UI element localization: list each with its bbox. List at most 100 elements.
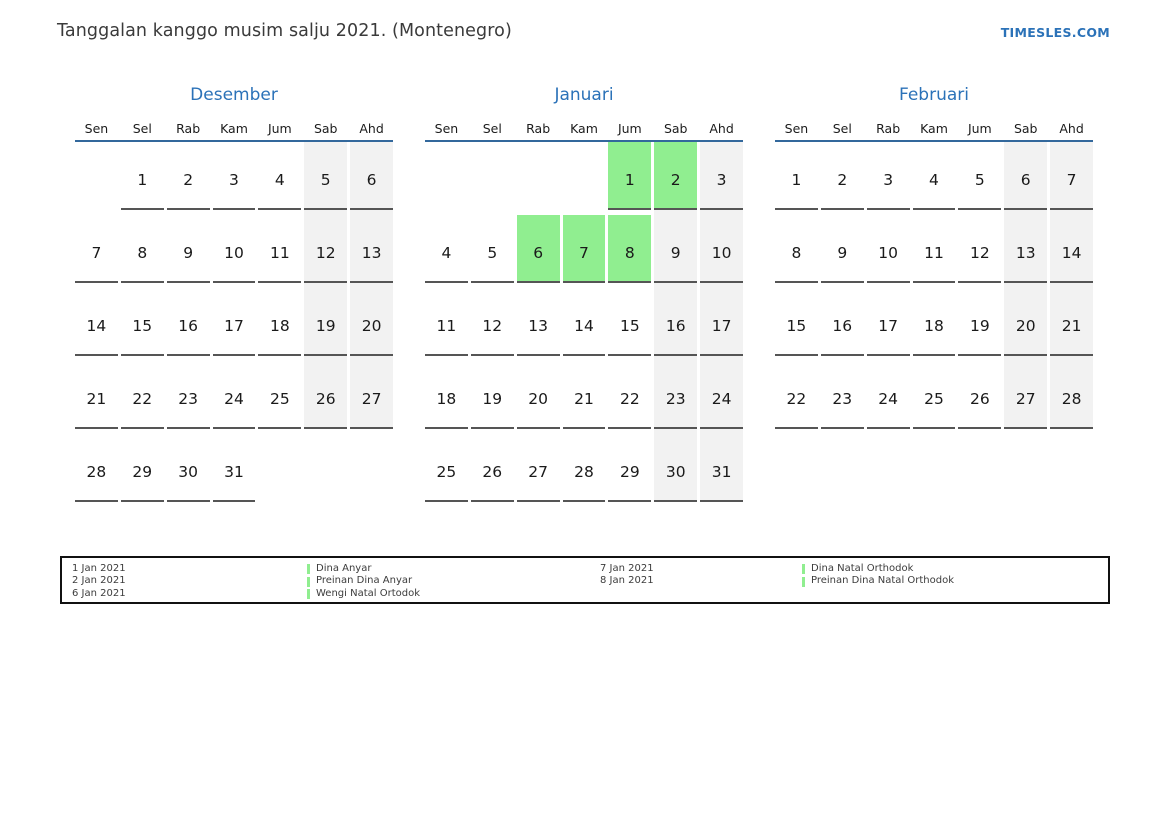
- date-box: 5: [958, 142, 1002, 210]
- day-number: 20: [361, 317, 382, 335]
- day-number: 10: [224, 244, 244, 262]
- date-cell: 11: [912, 215, 956, 288]
- row-gap: [700, 356, 743, 361]
- date-box: 10: [700, 215, 743, 283]
- date-cell: 15: [608, 288, 652, 361]
- day-number: 23: [665, 390, 686, 408]
- day-number: 15: [786, 317, 807, 335]
- day-number: 2: [670, 171, 681, 189]
- date-cell: 12: [958, 215, 1002, 288]
- row-gap: [1050, 283, 1093, 288]
- day-number: 23: [178, 390, 198, 408]
- empty-box: [304, 434, 347, 502]
- row-gap: [121, 502, 164, 507]
- date-box: 14: [562, 288, 606, 356]
- week-row: 1 2 3 4 5 6: [75, 142, 393, 215]
- date-cell: 17: [700, 288, 743, 361]
- week-row: 28 29 30 31: [75, 434, 393, 507]
- date-box: 9: [166, 215, 210, 283]
- date-box: 26: [470, 434, 514, 502]
- date-box: 18: [425, 361, 468, 429]
- day-number: 24: [224, 390, 244, 408]
- date-box: 30: [166, 434, 210, 502]
- day-number: 4: [274, 171, 285, 189]
- date-box: 8: [608, 215, 652, 283]
- row-gap: [654, 356, 698, 361]
- date-cell: 5: [304, 142, 348, 215]
- empty-cell: [563, 142, 606, 215]
- row-gap: [654, 429, 698, 434]
- week-row: 4 5 6 7 8 9 10: [425, 215, 743, 288]
- day-number: 27: [1015, 390, 1036, 408]
- weekday-header: Sen: [434, 121, 459, 136]
- date-box: 1: [120, 142, 164, 210]
- date-box: 28: [75, 434, 118, 502]
- date-box: 1: [775, 142, 818, 210]
- legend-holiday-name: Dina Anyar: [316, 563, 372, 574]
- weekday-header: Rab: [176, 121, 201, 136]
- month-calendar-januari: Januari Sen Sel Rab Kam Jum Sab Ahd 1 2 3 4 5 6 7 8 9 10 1…: [425, 84, 743, 507]
- date-box: 20: [350, 288, 393, 356]
- day-number: 21: [574, 390, 594, 408]
- row-gap: [700, 210, 743, 215]
- date-cell: 3: [212, 142, 256, 215]
- row-gap: [304, 210, 348, 215]
- date-cell: 18: [258, 288, 302, 361]
- month-title: Januari: [554, 85, 614, 105]
- legend-holiday-name: Preinan Dina Anyar: [316, 575, 413, 587]
- legend-date: 6 Jan 2021: [72, 587, 126, 599]
- date-box: 14: [75, 288, 118, 356]
- day-number: 14: [574, 317, 594, 335]
- date-box: 12: [470, 288, 514, 356]
- date-box: 27: [350, 361, 393, 429]
- date-cell: 19: [470, 361, 514, 434]
- day-number: 21: [86, 390, 107, 408]
- row-gap: [167, 502, 210, 507]
- date-cell: 11: [258, 215, 302, 288]
- date-box: 28: [562, 434, 606, 502]
- date-cell: 15: [775, 288, 818, 361]
- date-box: 26: [304, 361, 348, 429]
- date-cell: 8: [608, 215, 652, 288]
- date-box: 9: [820, 215, 864, 283]
- weekday-header: Sel: [132, 121, 152, 136]
- date-cell: 2: [654, 142, 698, 215]
- date-box: 12: [958, 215, 1002, 283]
- date-cell: 17: [212, 288, 256, 361]
- date-box: 4: [425, 215, 468, 283]
- timesles-link[interactable]: TIMESLES.COM: [1000, 25, 1110, 40]
- row-gap: [608, 502, 651, 507]
- row-gap: [304, 283, 348, 288]
- date-cell: 7: [562, 215, 606, 288]
- date-cell: 7: [75, 215, 118, 288]
- day-number: 19: [969, 317, 990, 335]
- date-box: 6: [1004, 142, 1048, 210]
- date-cell: 19: [958, 288, 1002, 361]
- row-gap: [700, 283, 743, 288]
- date-cell: 27: [516, 434, 560, 507]
- date-box: 13: [516, 288, 560, 356]
- row-gap: [350, 283, 393, 288]
- date-box: 13: [1004, 215, 1048, 283]
- date-box: 18: [912, 288, 956, 356]
- legend-names-column: Dina Natal Orthodok Preinan Dina Natal Or…: [802, 563, 954, 588]
- empty-cell: [517, 142, 560, 215]
- day-number: 29: [132, 463, 153, 481]
- row-gap: [213, 502, 256, 507]
- weekday-header-row: Sen Sel Rab Kam Jum Sab Ahd: [425, 119, 743, 139]
- date-cell: 25: [912, 361, 956, 434]
- day-number: 14: [1061, 244, 1082, 262]
- date-cell: 2: [820, 142, 864, 215]
- date-cell: 22: [608, 361, 652, 434]
- day-number: 3: [716, 171, 727, 189]
- day-number: 10: [711, 244, 732, 262]
- day-number: 27: [361, 390, 382, 408]
- date-box: 17: [866, 288, 910, 356]
- date-cell: 31: [212, 434, 256, 507]
- weekday-header: Sab: [313, 121, 338, 136]
- date-box: 4: [258, 142, 302, 210]
- date-cell: 24: [866, 361, 910, 434]
- date-box: 16: [654, 288, 698, 356]
- day-number: 31: [711, 463, 732, 481]
- row-gap: [75, 502, 118, 507]
